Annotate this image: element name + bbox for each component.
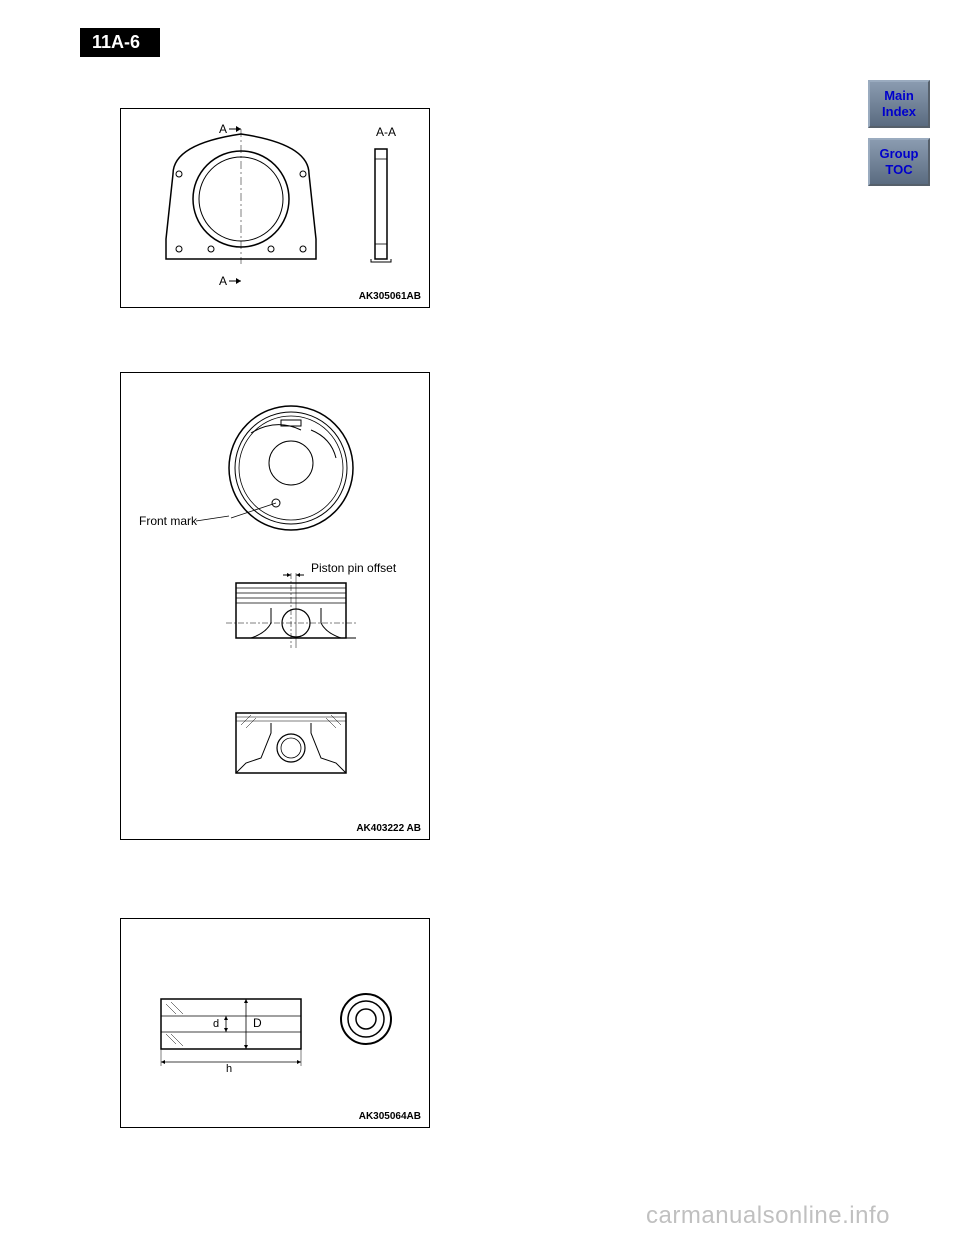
fig3-d-small: d — [213, 1018, 219, 1030]
figure-3-svg: d D h — [121, 919, 431, 1129]
figure-2-box: Front mark Piston pin of — [120, 372, 430, 840]
figure-3-box: d D h AK305064AB — [120, 918, 430, 1128]
main-index-button[interactable]: Main Index — [868, 80, 930, 128]
fig1-section-label: A-A — [376, 125, 396, 139]
group-toc-button[interactable]: Group TOC — [868, 138, 930, 186]
nav-buttons-container: Main Index Group TOC — [868, 80, 930, 186]
group-toc-line1: Group — [880, 146, 919, 162]
fig1-label-a-top: A — [219, 122, 227, 136]
figure-1-code: AK305061AB — [359, 291, 421, 302]
fig3-d-big: D — [253, 1016, 262, 1030]
main-index-line1: Main — [884, 88, 914, 104]
figure-1-box: A A A-A AK305061AB — [120, 108, 430, 308]
page-number-header: 11A-6 — [80, 28, 160, 57]
fig3-h: h — [226, 1063, 232, 1075]
figure-3-code: AK305064AB — [359, 1111, 421, 1122]
watermark-text: carmanualsonline.info — [646, 1202, 890, 1230]
fig2-front-mark-label: Front mark — [139, 514, 198, 528]
figure-2-code: AK403222 AB — [356, 823, 421, 834]
fig2-offset-label: Piston pin offset — [311, 561, 397, 575]
figure-2-svg: Front mark Piston pin of — [121, 373, 431, 841]
figure-1-svg: A A A-A — [121, 109, 431, 309]
fig1-label-a-bottom: A — [219, 274, 227, 288]
main-index-line2: Index — [882, 104, 916, 120]
group-toc-line2: TOC — [885, 162, 912, 178]
